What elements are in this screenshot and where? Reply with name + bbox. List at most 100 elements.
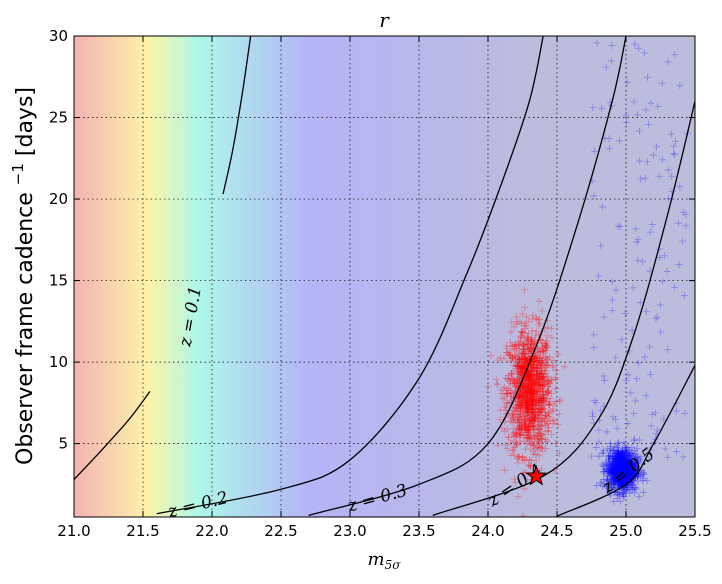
scatter-point-series-0 <box>513 382 521 390</box>
scatter-point-series-1 <box>626 469 634 477</box>
scatter-point-series-0 <box>512 438 520 446</box>
scatter-point-series-0 <box>507 452 515 460</box>
scatter-point-sparse <box>661 445 669 453</box>
scatter-point-series-0 <box>522 400 530 408</box>
scatter-point-series-0 <box>519 363 527 371</box>
scatter-point-series-0 <box>529 396 537 404</box>
scatter-point-series-0 <box>515 355 523 363</box>
scatter-point-series-0 <box>519 361 527 369</box>
scatter-point-series-1 <box>621 467 629 475</box>
scatter-point-series-0 <box>541 345 549 353</box>
scatter-point-series-1 <box>617 479 625 487</box>
scatter-point-series-0 <box>547 408 555 416</box>
scatter-point-series-0 <box>540 362 548 370</box>
scatter-point-series-0 <box>522 427 530 435</box>
scatter-point-series-1 <box>622 464 630 472</box>
scatter-point-series-1 <box>621 455 629 463</box>
scatter-point-series-0 <box>538 407 546 415</box>
scatter-point-series-0 <box>515 425 523 433</box>
scatter-point-series-1 <box>619 461 627 469</box>
scatter-point-series-0 <box>520 424 528 432</box>
scatter-point-series-1 <box>612 474 620 482</box>
scatter-point-series-1 <box>612 465 620 473</box>
scatter-point-series-0 <box>522 382 530 390</box>
scatter-point-series-1 <box>612 473 620 481</box>
scatter-point-series-0 <box>523 405 531 413</box>
scatter-point-series-0 <box>533 351 541 359</box>
scatter-point-series-0 <box>540 418 548 426</box>
scatter-point-sparse <box>656 301 664 309</box>
scatter-point-series-1 <box>613 494 621 502</box>
scatter-point-series-1 <box>631 455 639 463</box>
scatter-point-series-0 <box>521 388 529 396</box>
scatter-point-series-0 <box>526 371 534 379</box>
scatter-point-series-1 <box>613 464 621 472</box>
scatter-point-series-0 <box>536 360 544 368</box>
star-point <box>525 464 548 486</box>
scatter-point-series-0 <box>506 351 514 359</box>
scatter-point-series-0 <box>508 370 516 378</box>
scatter-point-series-1 <box>615 456 623 464</box>
scatter-point-series-1 <box>627 455 635 463</box>
scatter-point-series-1 <box>620 474 628 482</box>
scatter-point-series-1 <box>605 458 613 466</box>
scatter-point-series-0 <box>529 375 537 383</box>
scatter-point-series-1 <box>619 452 627 460</box>
scatter-point-series-0 <box>516 438 524 446</box>
scatter-point-series-1 <box>630 462 638 470</box>
scatter-point-series-0 <box>540 393 548 401</box>
scatter-point-sparse <box>670 142 678 150</box>
scatter-point-series-1 <box>614 448 622 456</box>
scatter-point-series-0 <box>542 352 550 360</box>
scatter-point-series-1 <box>624 472 632 480</box>
scatter-point-series-1 <box>622 459 630 467</box>
scatter-point-series-0 <box>534 435 542 443</box>
scatter-point-series-0 <box>516 401 524 409</box>
scatter-point-series-1 <box>606 452 614 460</box>
scatter-point-series-1 <box>628 462 636 470</box>
scatter-point-series-1 <box>615 490 623 498</box>
scatter-point-series-0 <box>540 370 548 378</box>
scatter-point-series-0 <box>534 409 542 417</box>
scatter-point-series-0 <box>533 368 541 376</box>
scatter-point-series-0 <box>542 417 550 425</box>
scatter-point-series-1 <box>615 474 623 482</box>
scatter-point-series-0 <box>526 420 534 428</box>
scatter-point-series-1 <box>617 454 625 462</box>
scatter-point-series-0 <box>543 362 551 370</box>
scatter-point-series-1 <box>627 472 635 480</box>
scatter-point-series-0 <box>529 382 537 390</box>
scatter-point-series-1 <box>624 460 632 468</box>
scatter-point-series-1 <box>632 450 640 458</box>
scatter-point-series-1 <box>614 452 622 460</box>
scatter-point-series-1 <box>622 463 630 471</box>
scatter-point-series-0 <box>524 397 532 405</box>
scatter-point-series-1 <box>622 460 630 468</box>
scatter-point-series-1 <box>614 473 622 481</box>
scatter-point-series-0 <box>523 355 531 363</box>
scatter-point-series-0 <box>533 401 541 409</box>
scatter-point-series-1 <box>618 457 626 465</box>
scatter-point-series-1 <box>622 444 630 452</box>
scatter-point-series-0 <box>504 376 512 384</box>
scatter-point-series-0 <box>507 370 515 378</box>
scatter-point-series-1 <box>603 460 611 468</box>
scatter-point-series-1 <box>616 457 624 465</box>
scatter-point-series-0 <box>540 405 548 413</box>
scatter-point-series-1 <box>625 477 633 485</box>
scatter-point-series-0 <box>523 402 531 410</box>
scatter-point-series-1 <box>625 453 633 461</box>
scatter-point-series-0 <box>530 372 538 380</box>
scatter-point-series-0 <box>536 384 544 392</box>
scatter-point-series-1 <box>619 463 627 471</box>
scatter-point-series-0 <box>538 369 546 377</box>
scatter-point-series-1 <box>607 443 615 451</box>
scatter-point-series-1 <box>623 474 631 482</box>
scatter-point-sparse <box>676 82 684 90</box>
scatter-point-series-1 <box>619 454 627 462</box>
scatter-point-series-0 <box>511 407 519 415</box>
scatter-point-series-0 <box>529 389 537 397</box>
scatter-point-series-1 <box>637 472 645 480</box>
scatter-point-series-1 <box>614 466 622 474</box>
scatter-point-series-0 <box>514 415 522 423</box>
